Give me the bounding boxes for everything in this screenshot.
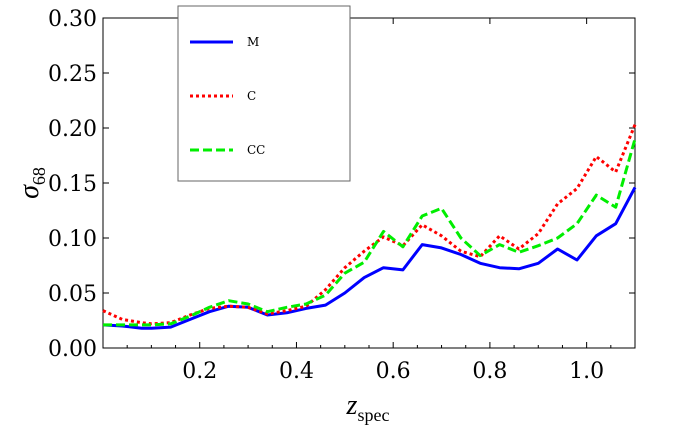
x-tick-label: 0.4 [279,359,314,384]
y-tick-label: 0.10 [48,227,97,252]
x-axis-label-sub: spec [357,405,389,425]
x-axis-label-main: z [346,390,358,421]
x-tick-label: 0.8 [472,359,507,384]
y-tick-label: 0.05 [48,282,97,307]
series-line-m [102,186,637,330]
x-axis-label: zspec [346,390,390,425]
y-axis-ticks: 0.00 0.05 0.10 0.15 0.20 0.25 0.30 [48,7,635,362]
series-layer [102,124,637,330]
y-tick-label: 0.30 [48,7,97,32]
y-axis-label-main: σ [14,184,45,199]
y-tick-label: 0.00 [48,337,97,362]
legend-label-m: M [247,35,259,49]
x-tick-label: 0.6 [376,359,411,384]
x-tick-label: 0.2 [182,359,217,384]
series-line-cc [103,138,637,327]
y-tick-label: 0.15 [48,172,97,197]
series-line-c [102,124,637,326]
y-axis-label: σ68 [14,167,49,199]
x-tick-label: 1.0 [569,359,604,384]
y-tick-label: 0.25 [48,62,97,87]
legend-label-c: C [247,89,256,103]
legend: M C CC [177,5,351,182]
legend-box [177,5,351,182]
y-axis-label-sub: 68 [29,167,49,185]
x-axis-ticks: 0.2 0.4 0.6 0.8 1.0 [126,18,612,384]
y-tick-label: 0.20 [48,117,97,142]
legend-label-cc: CC [247,143,265,157]
